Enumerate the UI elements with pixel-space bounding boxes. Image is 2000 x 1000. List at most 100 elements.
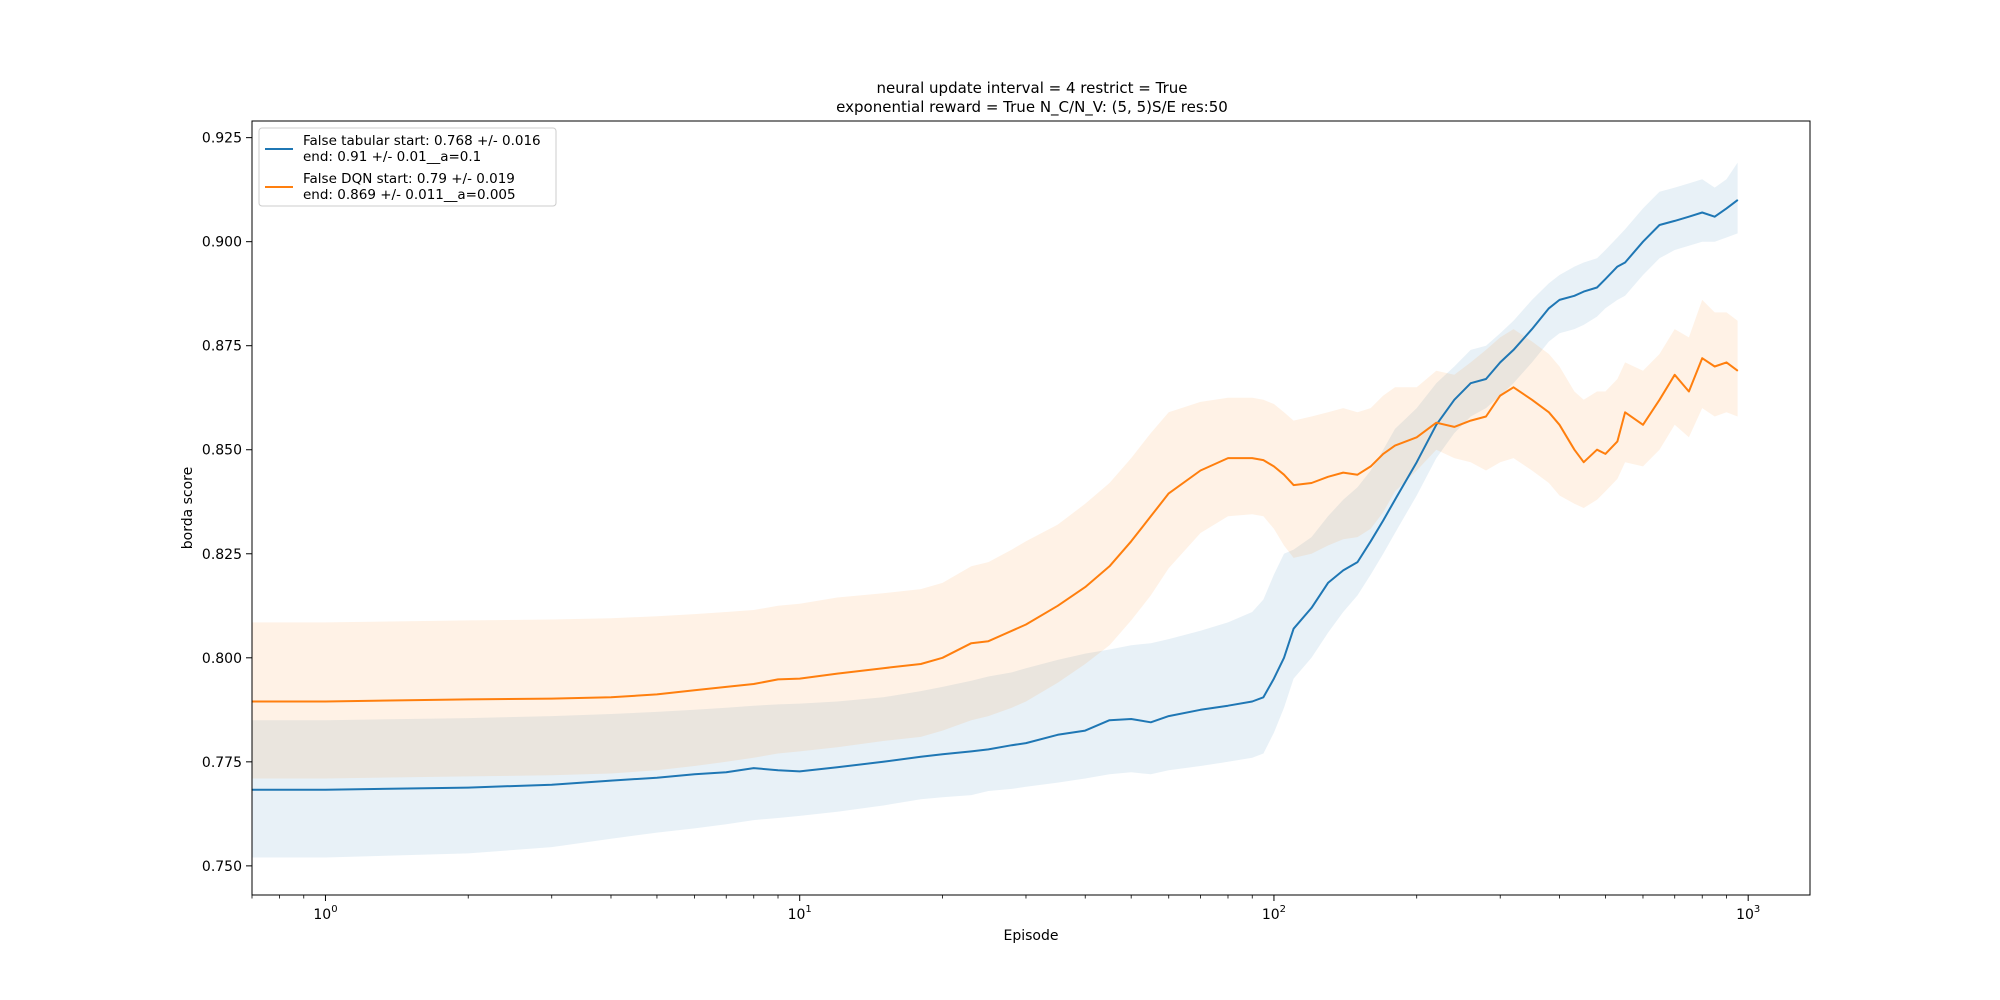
data-point-dqn: [1251, 457, 1253, 459]
data-point-tabular: [1227, 705, 1229, 707]
y-tick-label: 0.775: [202, 755, 242, 771]
data-point-dqn: [1624, 411, 1626, 413]
data-point-tabular: [1558, 299, 1561, 301]
data-point-dqn: [1342, 472, 1344, 474]
legend: False tabular start: 0.768 +/- 0.016 end…: [258, 127, 557, 207]
y-tick-label: 0.750: [202, 859, 242, 875]
data-point-dqn: [1150, 515, 1152, 517]
data-point-dqn: [1688, 390, 1690, 393]
data-point-tabular: [1370, 540, 1372, 542]
data-point-dqn: [1596, 449, 1598, 451]
data-point-tabular: [1470, 382, 1472, 384]
data-point-tabular: [777, 769, 779, 771]
data-point-tabular: [1382, 519, 1384, 522]
data-point-dqn: [1416, 436, 1418, 438]
data-point-dqn: [1310, 482, 1313, 484]
data-point-tabular: [1624, 261, 1626, 264]
data-point-dqn: [1512, 386, 1515, 388]
data-point-dqn: [1327, 476, 1329, 478]
data-point-tabular: [920, 756, 922, 758]
data-point-dqn: [882, 667, 884, 669]
legend-label-dqn-line-2: end: 0.869 +/- 0.011__a=0.005: [303, 187, 516, 203]
data-point-dqn: [1573, 449, 1575, 451]
data-point-dqn: [970, 642, 972, 644]
data-point-tabular: [610, 780, 612, 782]
data-point-tabular: [1548, 307, 1550, 309]
data-point-dqn: [987, 640, 990, 642]
y-tick-label: 0.875: [202, 339, 242, 355]
data-point-dqn: [1130, 540, 1132, 542]
data-point-dqn: [1674, 374, 1676, 376]
data-point-dqn: [1227, 457, 1229, 459]
data-point-dqn: [1199, 469, 1202, 472]
data-point-tabular: [1674, 220, 1676, 222]
data-point-tabular: [1327, 582, 1329, 584]
data-point-tabular: [1356, 561, 1359, 563]
data-point-dqn: [941, 657, 944, 659]
data-point-tabular: [1310, 607, 1313, 609]
data-point-tabular: [1283, 657, 1285, 659]
data-point-tabular: [656, 777, 658, 779]
data-point-tabular: [1011, 744, 1013, 746]
data-point-dqn: [467, 698, 469, 701]
data-point-dqn: [1370, 465, 1372, 467]
data-point-tabular: [882, 761, 884, 763]
data-point-tabular: [1394, 499, 1396, 501]
data-point-tabular: [1658, 224, 1661, 226]
data-point-tabular: [970, 750, 972, 753]
data-point-tabular: [1130, 718, 1132, 720]
data-point-dqn: [1604, 453, 1606, 455]
y-tick-label: 0.850: [202, 443, 242, 459]
data-point-dqn: [1583, 461, 1585, 463]
data-point-dqn: [1531, 399, 1533, 401]
x-tick-label: 103: [1736, 904, 1760, 923]
data-point-tabular: [1150, 721, 1152, 723]
data-point-dqn: [799, 678, 801, 680]
data-point-tabular: [987, 748, 990, 751]
data-point-dqn: [1453, 426, 1455, 428]
data-point-dqn: [1108, 565, 1111, 567]
data-point-dqn: [1283, 474, 1285, 476]
band-dqn: [252, 299, 1738, 779]
data-point-dqn: [1616, 440, 1618, 442]
data-point-dqn: [1470, 420, 1472, 422]
data-point-dqn: [836, 673, 838, 675]
y-tick-label: 0.825: [202, 547, 242, 563]
data-point-tabular: [1435, 424, 1437, 426]
legend-frame: [258, 127, 557, 207]
data-point-dqn: [1658, 399, 1661, 401]
data-point-tabular: [799, 770, 801, 773]
data-point-tabular: [725, 771, 727, 773]
legend-label-tabular-line-1: False tabular start: 0.768 +/- 0.016: [303, 133, 541, 149]
series-lines: [251, 199, 1739, 791]
data-point-dqn: [1168, 492, 1170, 494]
data-point-dqn: [1548, 411, 1550, 413]
data-point-dqn: [1642, 424, 1644, 426]
data-point-tabular: [1616, 266, 1618, 268]
y-axis: 0.750 0.775 0.800 0.825 0.850 0.875 0.900 0.925: [202, 131, 252, 875]
data-point-dqn: [777, 678, 779, 681]
data-point-tabular: [1485, 378, 1487, 380]
data-point-tabular: [1642, 241, 1644, 243]
data-point-tabular: [1084, 730, 1086, 732]
x-tick-label: 100: [313, 904, 337, 923]
data-point-tabular: [1293, 628, 1295, 630]
data-point-tabular: [1499, 361, 1501, 363]
data-point-tabular: [1168, 715, 1170, 717]
data-point-tabular: [836, 766, 838, 768]
data-point-dqn: [610, 696, 612, 698]
data-point-tabular: [1737, 199, 1739, 201]
data-point-dqn: [1011, 630, 1013, 632]
data-point-tabular: [1453, 399, 1455, 401]
data-point-tabular: [1273, 678, 1275, 680]
data-point-tabular: [1531, 328, 1533, 330]
data-point-dqn: [1725, 361, 1728, 363]
data-point-dqn: [1714, 365, 1716, 368]
y-axis-label: borda score: [180, 467, 196, 550]
data-point-tabular: [1262, 696, 1264, 698]
data-point-dqn: [1356, 474, 1359, 476]
data-point-tabular: [1251, 700, 1253, 703]
data-point-dqn: [753, 683, 755, 685]
x-axis-label: Episode: [1004, 928, 1059, 944]
